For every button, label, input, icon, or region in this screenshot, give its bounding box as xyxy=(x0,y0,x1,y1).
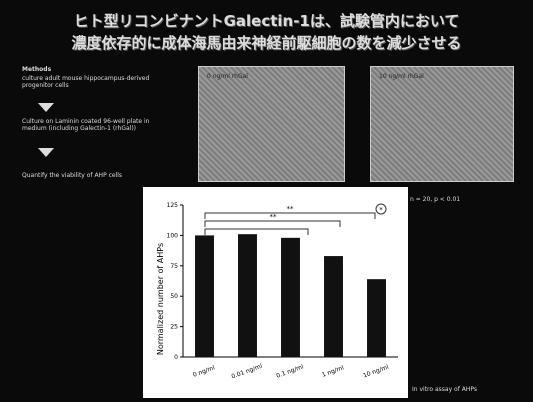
x-tick-label: 0.01 ng/ml xyxy=(231,363,264,381)
image-label: 10 ng/ml rhGal xyxy=(379,73,424,80)
y-axis-label: Normalized number of AHPs xyxy=(156,243,165,355)
x-tick-label: 0 ng/ml xyxy=(192,364,216,379)
bar xyxy=(195,235,214,357)
method-step: culture adult mouse hippocampus-derived … xyxy=(22,75,172,89)
methods-heading: Methods xyxy=(22,66,51,73)
bar xyxy=(238,234,257,357)
significance-label: ** xyxy=(270,213,278,221)
y-tick-label: 50 xyxy=(170,293,178,300)
bar xyxy=(281,238,300,357)
y-tick-label: 75 xyxy=(170,263,178,270)
bar xyxy=(367,279,386,357)
stats-note: n = 20, p < 0.01 xyxy=(410,196,460,203)
image-label: 0 ng/ml rhGal xyxy=(207,73,248,80)
method-step: Quantify the viability of AHP cells xyxy=(22,172,192,179)
significance-label: * xyxy=(379,206,383,214)
arrow xyxy=(38,103,54,112)
arrow xyxy=(38,148,54,157)
y-tick-label: 0 xyxy=(174,354,178,361)
micrograph: 10 ng/ml rhGal xyxy=(370,66,514,182)
caption: In vitro assay of AHPs xyxy=(412,386,477,393)
slide: ヒト型リコンビナントGalectin-1は、試験管内において 濃度依存的に成体海… xyxy=(0,0,533,402)
significance-label: ** xyxy=(287,205,295,213)
y-tick-label: 25 xyxy=(170,324,178,331)
x-tick-label: 1 ng/ml xyxy=(321,364,345,379)
micrograph: 0 ng/ml rhGal xyxy=(198,66,345,182)
y-tick-label: 125 xyxy=(167,202,179,209)
x-tick-label: 0.1 ng/ml xyxy=(275,363,305,379)
title-line: 濃度依存的に成体海馬由来神経前駆細胞の数を減少させる xyxy=(0,32,533,53)
chart: Normalized number of AHPs 0 25 50 75 100 125 0… xyxy=(143,187,408,398)
bar xyxy=(324,256,343,357)
x-tick-label: 10 ng/ml xyxy=(362,364,390,380)
y-tick-label: 100 xyxy=(167,232,179,239)
title-line: ヒト型リコンビナントGalectin-1は、試験管内において xyxy=(0,10,533,31)
method-step: Culture on Laminin coated 96-well plate … xyxy=(22,118,172,132)
significance-bracket xyxy=(205,213,375,235)
